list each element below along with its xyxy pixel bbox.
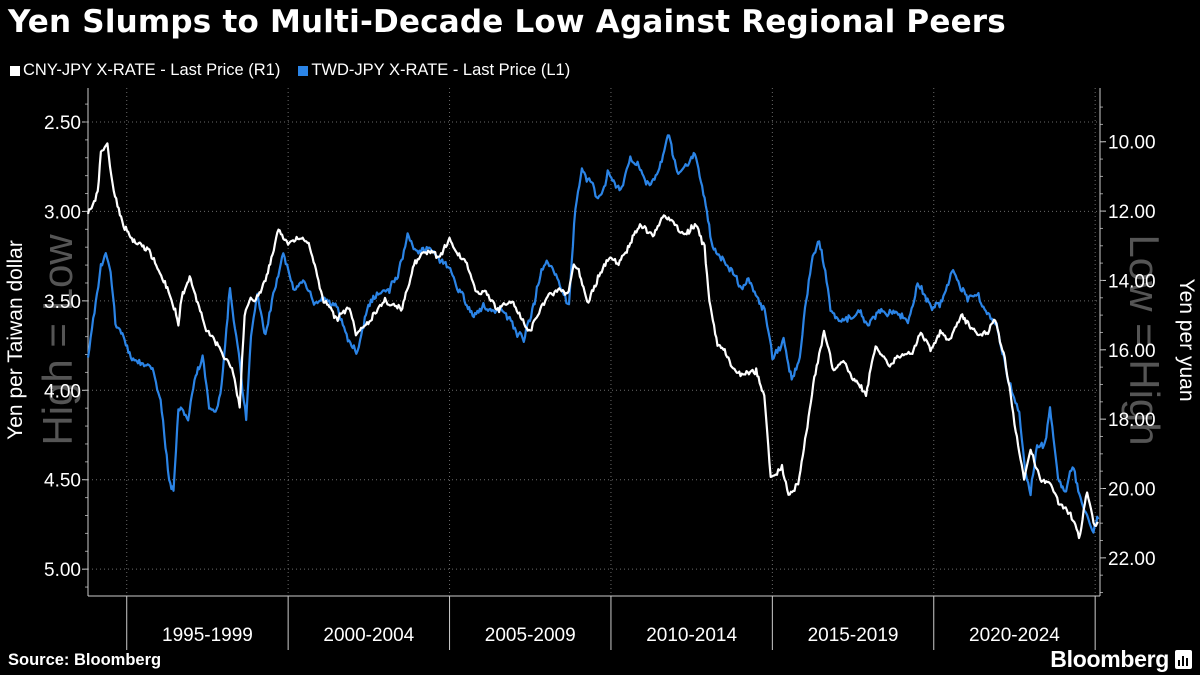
left-tick-label: 3.00: [44, 202, 81, 223]
x-tick-label: 2010-2014: [646, 625, 737, 646]
x-tick-label: 1995-1999: [162, 625, 253, 646]
left-tick-label: 2.50: [44, 113, 81, 134]
series-line-twd-jpy: [86, 134, 1100, 534]
legend-swatch-twd: [298, 65, 309, 76]
bloomberg-chart-icon: [1175, 650, 1192, 669]
x-tick-label: 2015-2019: [808, 625, 899, 646]
left-tick-label: 4.00: [44, 381, 81, 402]
right-tick-label: 10.00: [1108, 133, 1156, 154]
x-tick-label: 2020-2024: [969, 625, 1060, 646]
left-tick-label: 5.00: [44, 560, 81, 581]
legend-item-twd: TWD-JPY X-RATE - Last Price (L1): [298, 61, 570, 80]
right-tick-label: 12.00: [1108, 202, 1156, 223]
left-tick-label: 4.50: [44, 471, 81, 492]
left-watermark: High = Low: [34, 234, 81, 446]
legend-item-cny: CNY-JPY X-RATE - Last Price (R1): [10, 61, 280, 80]
right-watermark: Low = High: [1121, 234, 1168, 445]
source-note: Source: Bloomberg: [8, 651, 162, 669]
legend-label-twd: TWD-JPY X-RATE - Last Price (L1): [311, 61, 571, 79]
right-tick-label: 22.00: [1108, 549, 1156, 570]
legend-swatch-cny: [10, 65, 20, 76]
right-tick-label: 14.00: [1108, 271, 1156, 292]
x-tick-label: 2000-2004: [323, 625, 414, 646]
right-tick-label: 18.00: [1108, 410, 1156, 431]
right-tick-label: 16.00: [1108, 341, 1156, 362]
brand-name: Bloomberg: [1050, 646, 1169, 672]
left-tick-label: 3.50: [44, 292, 81, 313]
legend: CNY-JPY X-RATE - Last Price (R1) TWD-JPY…: [10, 61, 570, 80]
brand: Bloomberg: [1050, 646, 1192, 673]
legend-label-cny: CNY-JPY X-RATE - Last Price (R1): [23, 61, 281, 79]
right-tick-label: 20.00: [1108, 480, 1156, 501]
right-axis-title: Yen per yuan: [1175, 279, 1198, 402]
series-line-cny-jpy: [86, 142, 1099, 540]
left-axis-title: Yen per Taiwan dollar: [4, 240, 27, 440]
x-tick-label: 2005-2009: [485, 625, 576, 646]
chart-title: Yen Slumps to Multi-Decade Low Against R…: [8, 4, 1006, 40]
